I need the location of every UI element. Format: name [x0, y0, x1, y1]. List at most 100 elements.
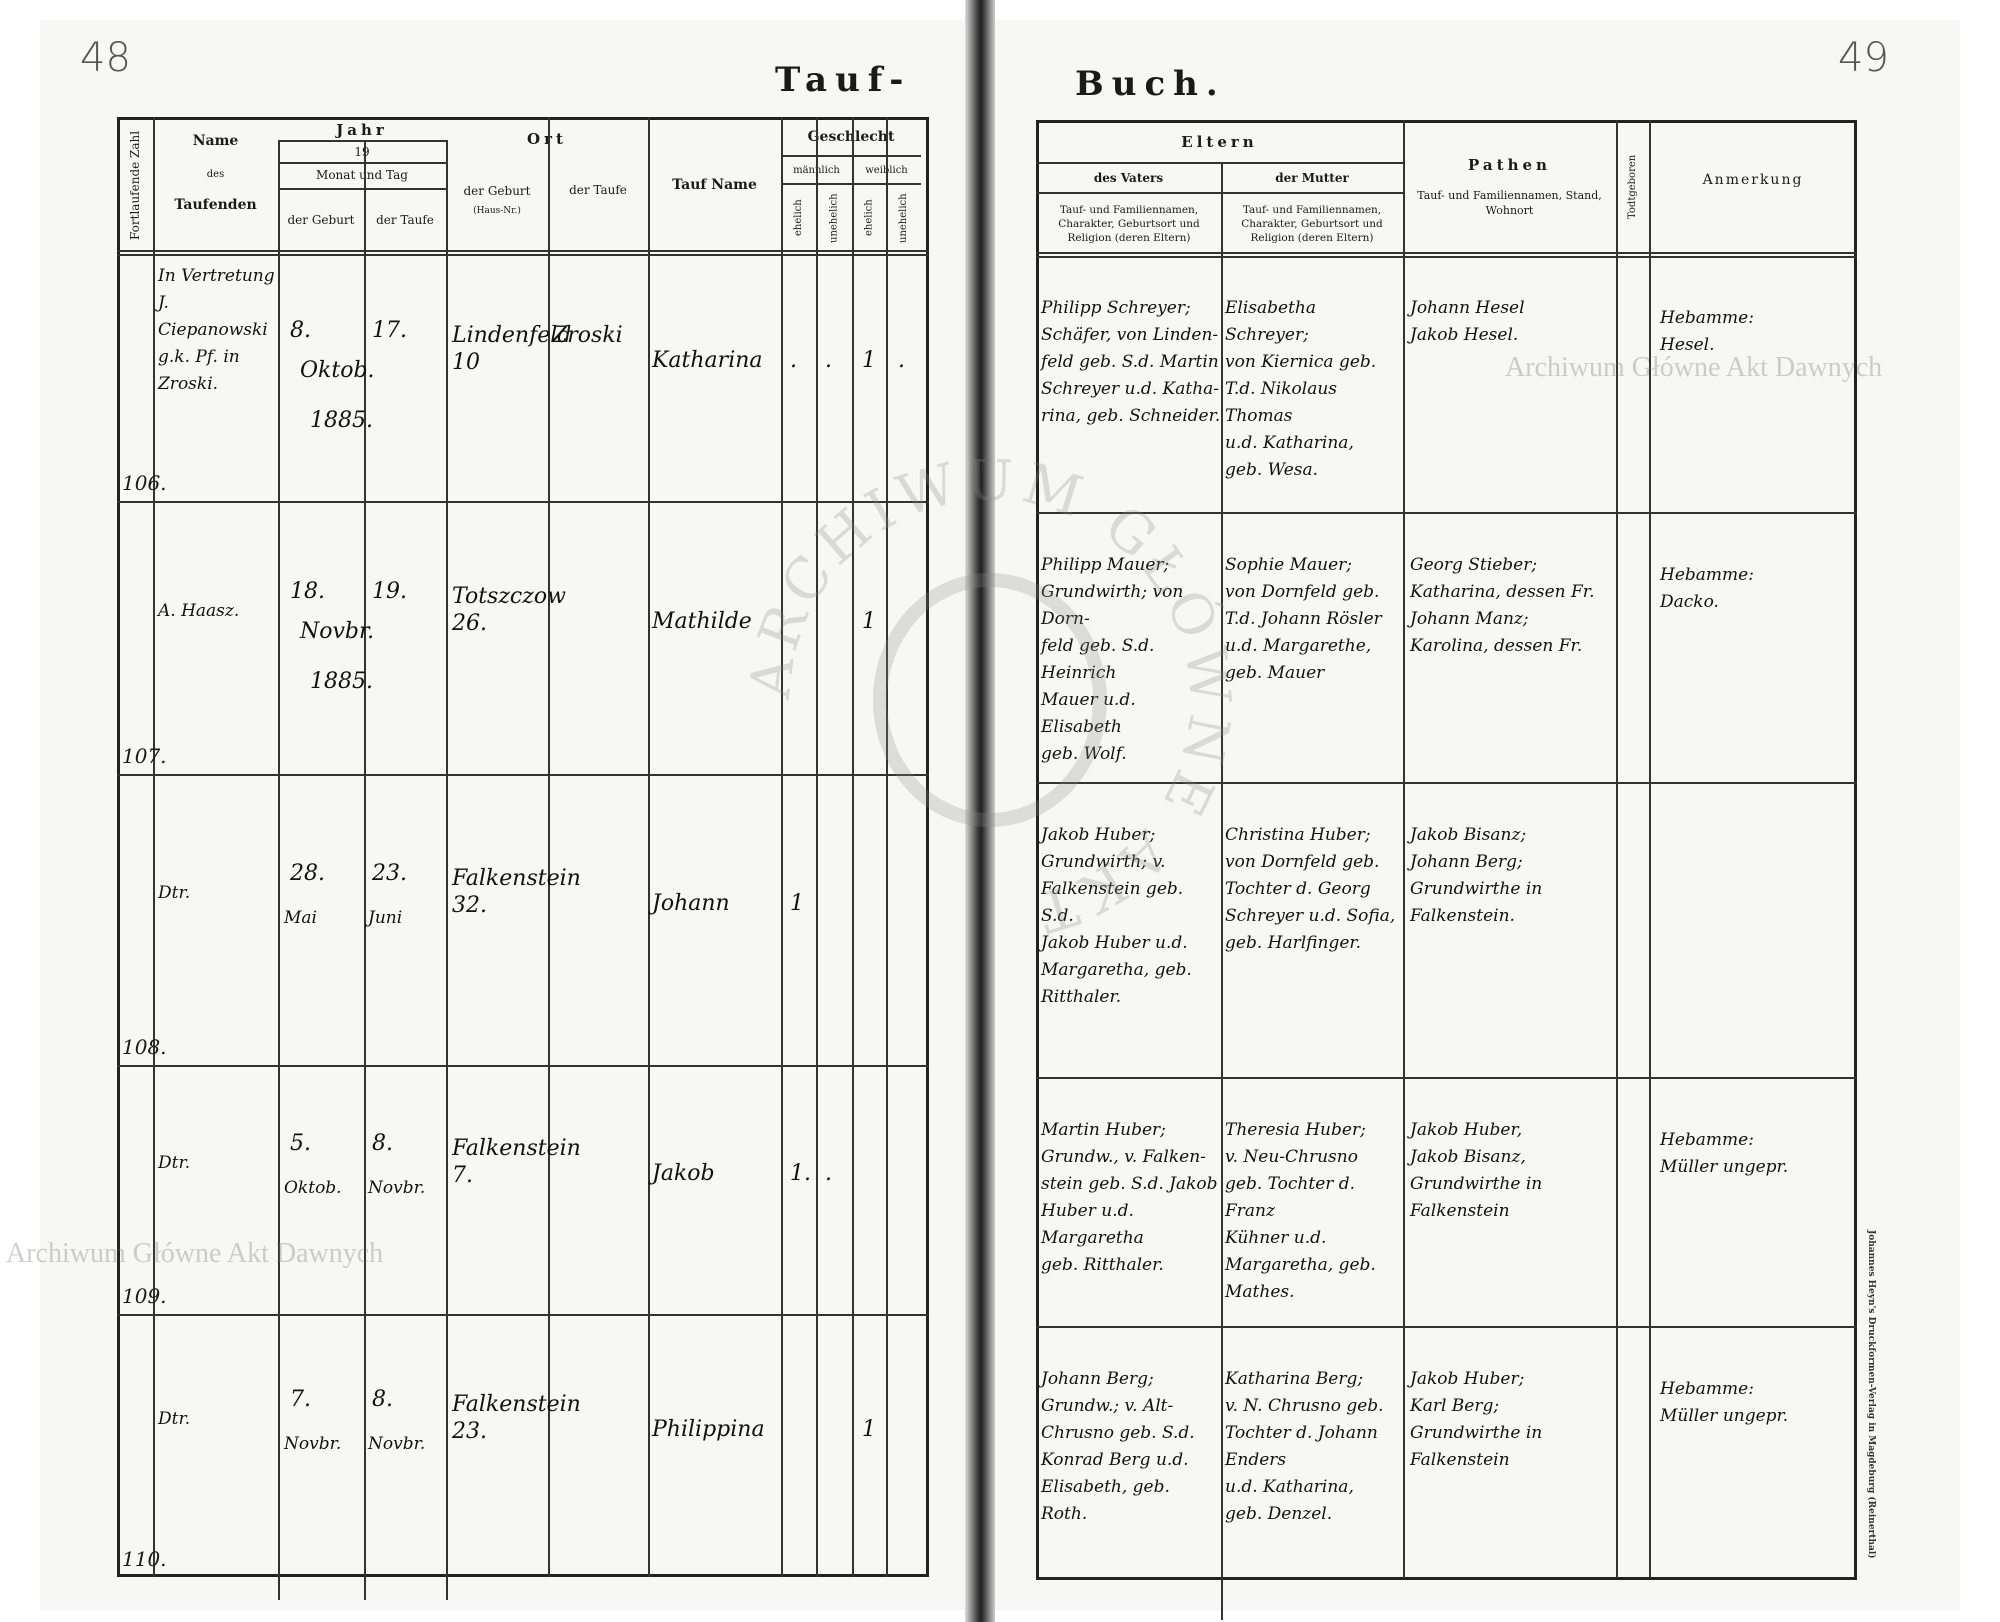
entry-name: Dtr.	[158, 882, 191, 903]
entry-name: A. Haasz.	[158, 600, 240, 621]
header-todtgeboren: Todtgeboren	[1626, 154, 1638, 220]
header-name: Name des Taufenden	[153, 117, 278, 253]
rule	[1036, 192, 1403, 194]
rule	[278, 162, 446, 164]
column-rule	[852, 117, 854, 1577]
header-vater: des Vaters	[1093, 170, 1164, 185]
seal-lettering: ARCHIWUM GŁÓWNE AKT DAWNYCH	[720, 400, 1243, 950]
baptism-month: Novbr.	[368, 1433, 426, 1454]
header-w-ehelich: ehelich	[863, 199, 875, 237]
row-rule	[1036, 1077, 1857, 1079]
male-legitimate: 1.	[790, 1160, 811, 1186]
title-left: Tauf-	[775, 60, 912, 100]
watermark-text: Archiwum Główne Akt Dawnych	[1505, 352, 1883, 383]
godparents: Georg Stieber; Katharina, dessen Fr. Joh…	[1410, 555, 1595, 656]
column-rule	[886, 117, 888, 1577]
birth-day: 5.	[290, 1130, 311, 1156]
baptism-name: Johann	[652, 890, 730, 916]
row-rule	[117, 501, 929, 503]
rule	[781, 155, 921, 157]
row-rule	[1036, 1326, 1857, 1328]
row-rule	[117, 774, 929, 776]
rule	[278, 188, 446, 190]
column-rule	[1221, 162, 1223, 1620]
birth-day: 7.	[290, 1386, 311, 1412]
rule	[278, 140, 446, 142]
mother-details: Katharina Berg; v. N. Chrusno geb. Tocht…	[1225, 1369, 1384, 1524]
male-legitimate: .	[790, 348, 797, 373]
left-page-number: 48	[80, 35, 131, 81]
father-details: Johann Berg; Grundw.; v. Alt- Chrusno ge…	[1041, 1369, 1195, 1524]
eagle-emblem-icon	[873, 573, 1107, 827]
birth-place: Falkenstein 7.	[452, 1135, 581, 1188]
entry-name: Dtr.	[158, 1408, 191, 1429]
watermark-text-lower: Archiwum Główne Akt Dawnych	[6, 1238, 384, 1269]
column-rule	[278, 140, 280, 1600]
remark: Hebamme: Dacko.	[1660, 565, 1754, 612]
remark: Hebamme: Müller ungepr.	[1660, 1379, 1789, 1426]
entry-number: 110.	[122, 1547, 167, 1571]
header-name-taufenden: Taufenden	[174, 196, 257, 213]
column-rule	[816, 117, 818, 1577]
header-jahr-19: 19	[354, 144, 370, 159]
column-rule	[1649, 120, 1651, 1578]
row-rule	[1036, 782, 1857, 784]
header-number: Fortlaufende Zahl	[127, 130, 142, 240]
header-name-title: Name	[192, 132, 239, 149]
header-ort-geburt-sub: (Haus-Nr.)	[473, 205, 521, 216]
baptism-name: Jakob	[652, 1160, 715, 1186]
header-m-unehelich: unehelich	[828, 193, 840, 243]
entry-number: 106.	[122, 471, 167, 495]
row-rule	[1036, 512, 1857, 514]
mother-details: Christina Huber; von Dornfeld geb. Tocht…	[1225, 825, 1396, 953]
godparents: Jakob Bisanz; Johann Berg; Grundwirthe i…	[1410, 825, 1543, 926]
baptism-day: 8.	[372, 1130, 393, 1156]
female-legitimate: 1	[862, 608, 876, 634]
column-rule	[548, 117, 550, 1577]
birth-month: Mai	[284, 907, 317, 928]
book-gutter	[965, 0, 995, 1622]
header-jahr: Jahr	[336, 120, 388, 139]
female-legitimate: 1	[862, 348, 876, 373]
birth-day: 8.	[290, 318, 311, 343]
header-taufname: Tauf Name	[672, 176, 757, 193]
baptism-day: 17.	[372, 318, 407, 343]
birth-place: Falkenstein 23.	[452, 1391, 581, 1444]
header-mutter: der Mutter	[1275, 170, 1349, 185]
header-divider	[1036, 252, 1857, 258]
header-pathen-desc: Tauf- und Familiennamen, Stand, Wohnort	[1417, 189, 1602, 217]
column-rule	[446, 140, 448, 1600]
father-details: Philipp Mauer; Grundwirth; von Dorn- fel…	[1041, 555, 1184, 764]
printer-imprint: Johannes Heyn's Druckformen-Verlag in Ma…	[1866, 1230, 1876, 1559]
entry-number: 109.	[122, 1284, 167, 1308]
birth-place: Lindenfeld 10	[452, 323, 572, 375]
baptism-place: Zroski	[552, 323, 623, 348]
mother-details: Sophie Mauer; von Dornfeld geb. T.d. Joh…	[1225, 555, 1382, 683]
female-illegitimate: .	[898, 348, 905, 373]
male-illegitimate: .	[825, 348, 832, 373]
header-eltern: Eltern	[1181, 132, 1258, 151]
mother-details: Elisabetha Schreyer; von Kiernica geb. T…	[1225, 298, 1377, 480]
father-details: Martin Huber; Grundw., v. Falken- stein …	[1041, 1120, 1218, 1275]
female-legitimate: 1	[862, 1416, 876, 1442]
baptism-day: 23.	[372, 860, 407, 886]
header-w-unehelich: unehelich	[897, 193, 909, 243]
birth-month: Oktob.	[284, 1177, 342, 1198]
rule	[1036, 162, 1403, 164]
year: 1885.	[310, 668, 373, 694]
header-ort-geburt: der Geburt (Haus-Nr.)	[446, 180, 548, 220]
mother-details: Theresia Huber; v. Neu-Chrusno geb. Toch…	[1225, 1120, 1376, 1302]
birth-day: 28.	[290, 860, 325, 886]
entry-number: 107.	[122, 744, 167, 768]
header-ort-taufe: der Taufe	[569, 182, 627, 197]
birth-place: Falkenstein 32.	[452, 865, 581, 918]
header-ort: Ort	[527, 129, 567, 148]
row-rule	[117, 1314, 929, 1316]
godparents: Jakob Huber; Karl Berg; Grundwirthe in F…	[1410, 1369, 1543, 1470]
title-right: Buch.	[1075, 64, 1226, 104]
entry-name: Dtr.	[158, 1152, 191, 1173]
header-der-geburt: der Geburt	[287, 212, 355, 227]
month: Novbr.	[300, 618, 375, 644]
archive-seal-watermark: ARCHIWUM GŁÓWNE AKT DAWNYCH	[720, 400, 1243, 950]
column-rule	[648, 117, 650, 1577]
